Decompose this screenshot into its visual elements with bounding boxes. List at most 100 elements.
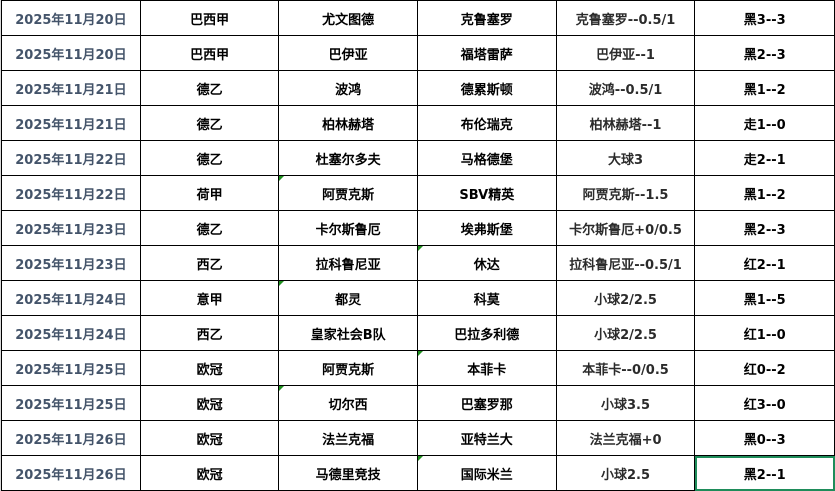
cell-result[interactable]: 走2--1 xyxy=(694,140,835,176)
table-row: 2025年11月25日 欧冠 阿贾克斯 本菲卡 本菲卡--0/0.5 红0--2 xyxy=(1,350,835,386)
cell-result[interactable]: 红2--1 xyxy=(694,245,835,281)
cell-away[interactable]: 埃弗斯堡 xyxy=(417,210,557,246)
cell-home[interactable]: 阿贾克斯 xyxy=(278,175,418,211)
cell-away[interactable]: 科莫 xyxy=(417,280,557,316)
cell-date[interactable]: 2025年11月24日 xyxy=(1,280,141,316)
table-row: 2025年11月24日 西乙 皇家社会B队 巴拉多利德 小球2/2.5 红1--0 xyxy=(1,315,835,351)
cell-date[interactable]: 2025年11月25日 xyxy=(1,385,141,421)
cell-home[interactable]: 尤文图德 xyxy=(278,0,418,36)
cell-away[interactable]: 国际米兰 xyxy=(417,455,557,491)
cell-away[interactable]: 巴拉多利德 xyxy=(417,315,557,351)
cell-tip[interactable]: 巴伊亚--1 xyxy=(555,35,696,71)
cell-tip[interactable]: 小球3.5 xyxy=(555,385,696,421)
cell-date[interactable]: 2025年11月22日 xyxy=(1,175,141,211)
cell-away[interactable]: 马格德堡 xyxy=(417,140,557,176)
cell-result[interactable]: 黑3--3 xyxy=(694,0,835,36)
cell-result[interactable]: 走1--0 xyxy=(694,105,835,141)
cell-result[interactable]: 红1--0 xyxy=(694,315,835,351)
cell-date[interactable]: 2025年11月23日 xyxy=(1,210,141,246)
comment-marker-icon xyxy=(418,246,423,251)
cell-result[interactable]: 黑0--3 xyxy=(694,420,835,456)
cell-league[interactable]: 德乙 xyxy=(139,105,280,141)
table-row: 2025年11月20日 巴西甲 尤文图德 克鲁塞罗 克鲁塞罗--0.5/1 黑3--3 xyxy=(1,0,835,36)
comment-marker-icon xyxy=(279,281,285,286)
table-row: 2025年11月20日 巴西甲 巴伊亚 福塔雷萨 巴伊亚--1 黑2--3 xyxy=(1,35,835,71)
cell-tip[interactable]: 柏林赫塔--1 xyxy=(555,105,696,141)
cell-home[interactable]: 皇家社会B队 xyxy=(278,315,418,351)
cell-date[interactable]: 2025年11月20日 xyxy=(1,0,141,36)
cell-result[interactable]: 黑1--2 xyxy=(694,175,835,211)
cell-result[interactable]: 黑2--3 xyxy=(694,210,835,246)
cell-tip[interactable]: 阿贾克斯--1.5 xyxy=(555,175,696,211)
cell-tip[interactable]: 小球2/2.5 xyxy=(555,280,696,316)
cell-tip[interactable]: 小球2.5 xyxy=(555,455,696,491)
table-row: 2025年11月22日 荷甲 阿贾克斯 SBV精英 阿贾克斯--1.5 黑1--2 xyxy=(1,175,835,211)
cell-home[interactable]: 柏林赫塔 xyxy=(278,105,418,141)
cell-away[interactable]: 巴塞罗那 xyxy=(417,385,557,421)
table-row: 2025年11月23日 德乙 卡尔斯鲁厄 埃弗斯堡 卡尔斯鲁厄+0/0.5 黑2--3 xyxy=(1,210,835,246)
cell-league[interactable]: 意甲 xyxy=(139,280,280,316)
cell-date[interactable]: 2025年11月26日 xyxy=(1,420,141,456)
cell-away[interactable]: 福塔雷萨 xyxy=(417,35,557,71)
cell-league[interactable]: 西乙 xyxy=(139,245,280,281)
cell-date[interactable]: 2025年11月22日 xyxy=(1,140,141,176)
table-row: 2025年11月26日 欧冠 马德里竞技 国际米兰 小球2.5 黑2--1 xyxy=(1,455,835,491)
cell-date[interactable]: 2025年11月25日 xyxy=(1,350,141,386)
cell-tip[interactable]: 波鸿--0.5/1 xyxy=(555,70,696,106)
cell-league[interactable]: 欧冠 xyxy=(139,350,280,386)
cell-date[interactable]: 2025年11月21日 xyxy=(1,70,141,106)
cell-league[interactable]: 欧冠 xyxy=(139,420,280,456)
cell-result[interactable]: 黑1--2 xyxy=(694,70,835,106)
cell-tip[interactable]: 拉科鲁尼亚--0.5/1 xyxy=(555,245,696,281)
comment-marker-icon xyxy=(418,456,423,461)
cell-date[interactable]: 2025年11月24日 xyxy=(1,315,141,351)
cell-tip[interactable]: 大球3 xyxy=(555,140,696,176)
cell-league[interactable]: 西乙 xyxy=(139,315,280,351)
cell-league[interactable]: 巴西甲 xyxy=(139,35,280,71)
cell-home[interactable]: 拉科鲁尼亚 xyxy=(278,245,418,281)
cell-date[interactable]: 2025年11月23日 xyxy=(1,245,141,281)
cell-league[interactable]: 欧冠 xyxy=(139,455,280,491)
cell-league[interactable]: 荷甲 xyxy=(139,175,280,211)
cell-date[interactable]: 2025年11月21日 xyxy=(1,105,141,141)
cell-away[interactable]: 克鲁塞罗 xyxy=(417,0,557,36)
cell-league[interactable]: 德乙 xyxy=(139,210,280,246)
cell-result[interactable]: 黑2--3 xyxy=(694,35,835,71)
cell-home[interactable]: 法兰克福 xyxy=(278,420,418,456)
cell-league[interactable]: 巴西甲 xyxy=(139,0,280,36)
cell-tip[interactable]: 本菲卡--0/0.5 xyxy=(555,350,696,386)
cell-home[interactable]: 马德里竞技 xyxy=(278,455,418,491)
cell-away[interactable]: 亚特兰大 xyxy=(417,420,557,456)
cell-result[interactable]: 红3--0 xyxy=(694,385,835,421)
cell-league[interactable]: 欧冠 xyxy=(139,385,280,421)
cell-home[interactable]: 阿贾克斯 xyxy=(278,350,418,386)
cell-result[interactable]: 红0--2 xyxy=(694,350,835,386)
cell-home[interactable]: 波鸿 xyxy=(278,70,418,106)
cell-result[interactable]: 黑2--1 xyxy=(694,455,835,491)
comment-marker-icon xyxy=(279,386,285,391)
cell-home[interactable]: 切尔西 xyxy=(278,385,418,421)
cell-away[interactable]: 布伦瑞克 xyxy=(417,105,557,141)
cell-league[interactable]: 德乙 xyxy=(139,70,280,106)
cell-away[interactable]: 本菲卡 xyxy=(417,350,557,386)
cell-tip[interactable]: 卡尔斯鲁厄+0/0.5 xyxy=(555,210,696,246)
cell-league[interactable]: 德乙 xyxy=(139,140,280,176)
cell-home[interactable]: 卡尔斯鲁厄 xyxy=(278,210,418,246)
cell-away[interactable]: 休达 xyxy=(417,245,557,281)
table-row: 2025年11月25日 欧冠 切尔西 巴塞罗那 小球3.5 红3--0 xyxy=(1,385,835,421)
table-row: 2025年11月22日 德乙 杜塞尔多夫 马格德堡 大球3 走2--1 xyxy=(1,140,835,176)
cell-tip[interactable]: 小球2/2.5 xyxy=(555,315,696,351)
cell-away[interactable]: 德累斯顿 xyxy=(417,70,557,106)
table-row: 2025年11月23日 西乙 拉科鲁尼亚 休达 拉科鲁尼亚--0.5/1 红2--1 xyxy=(1,245,835,281)
cell-result[interactable]: 黑1--5 xyxy=(694,280,835,316)
cell-home[interactable]: 巴伊亚 xyxy=(278,35,418,71)
cell-date[interactable]: 2025年11月26日 xyxy=(1,455,141,491)
cell-date[interactable]: 2025年11月20日 xyxy=(1,35,141,71)
cell-away[interactable]: SBV精英 xyxy=(417,175,557,211)
cell-tip[interactable]: 克鲁塞罗--0.5/1 xyxy=(555,0,696,36)
cell-tip[interactable]: 法兰克福+0 xyxy=(555,420,696,456)
cell-home[interactable]: 杜塞尔多夫 xyxy=(278,140,418,176)
cell-home[interactable]: 都灵 xyxy=(278,280,418,316)
table-row: 2025年11月21日 德乙 柏林赫塔 布伦瑞克 柏林赫塔--1 走1--0 xyxy=(1,105,835,141)
